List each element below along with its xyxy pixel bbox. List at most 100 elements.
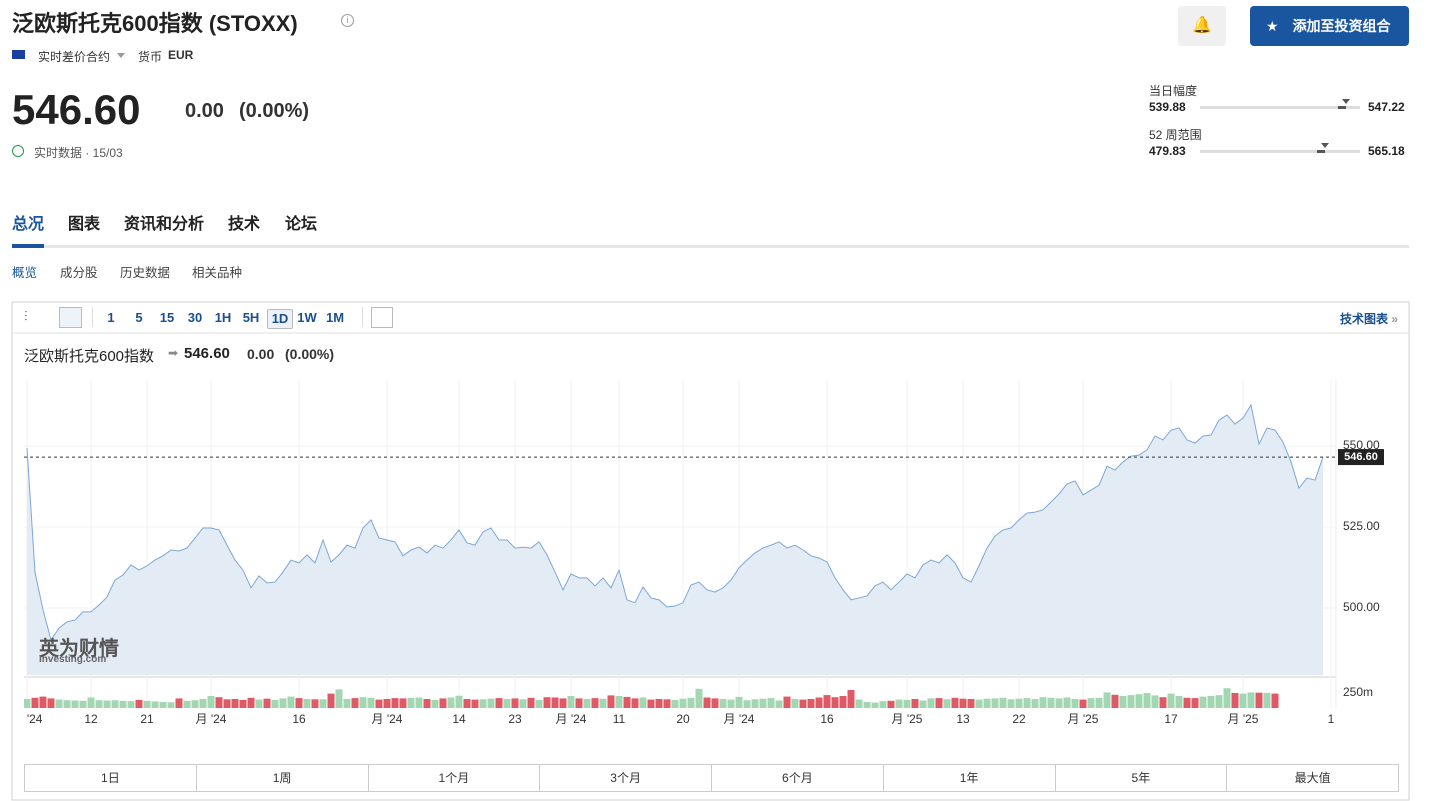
interval[interactable]: 1H — [214, 310, 232, 325]
range-segment — [1317, 150, 1326, 153]
volume-bar — [991, 698, 999, 708]
period-button[interactable]: 1个月 — [367, 765, 540, 791]
tab-active[interactable]: 总况 — [12, 216, 45, 233]
period-button[interactable]: 1年 — [882, 765, 1055, 791]
interval[interactable]: 5H — [242, 310, 260, 325]
volume-bar — [495, 698, 503, 708]
candle-icon[interactable]: ⫶ — [24, 308, 28, 324]
interval[interactable]: 1W — [297, 310, 317, 325]
volume-bar — [263, 698, 271, 708]
y-tick-label: 550.00 — [1343, 438, 1380, 452]
volume-bar — [239, 699, 247, 708]
interval[interactable]: 15 — [159, 310, 175, 325]
tab[interactable]: 图表 — [68, 216, 101, 233]
period-button[interactable]: 最大值 — [1226, 765, 1398, 791]
area-icon[interactable] — [59, 307, 82, 328]
price: 546.60 — [12, 86, 141, 133]
volume-bar — [615, 696, 623, 708]
currency: EUR — [168, 48, 194, 62]
range-low: 479.83 — [1149, 144, 1186, 158]
interval[interactable]: 5 — [135, 310, 143, 325]
volume-bar — [79, 700, 87, 708]
volume-bar — [287, 696, 295, 708]
add-portfolio-button[interactable]: ★ 添加至投资组合 — [1250, 6, 1409, 46]
volume-bar — [871, 702, 879, 708]
subtab-active[interactable]: 概览 — [12, 266, 38, 280]
alert-button[interactable]: 🔔 — [1178, 6, 1226, 46]
volume-bar — [471, 699, 479, 708]
tab[interactable]: 论坛 — [285, 216, 318, 233]
volume-bar — [1127, 695, 1135, 708]
interval[interactable]: 1M — [325, 310, 345, 325]
add-portfolio-text: 添加至投资组合 — [1292, 18, 1391, 34]
x-tick-label: 16 — [292, 712, 306, 726]
info-icon[interactable]: i — [341, 14, 354, 27]
interval[interactable]: 30 — [187, 310, 203, 325]
price-tag — [1338, 449, 1384, 466]
volume-tick-label: 250m — [1343, 685, 1373, 699]
volume-bar — [439, 698, 447, 708]
volume-bar — [527, 697, 535, 708]
period-button[interactable]: 6个月 — [711, 765, 883, 791]
volume-bar — [415, 697, 423, 708]
volume-bar — [975, 699, 983, 708]
volume-bar — [1055, 698, 1063, 708]
range-label: 当日幅度 — [1149, 84, 1198, 98]
volume-bar — [319, 699, 327, 708]
instrument-type[interactable]: 实时差价合约 — [38, 50, 111, 64]
volume-bar — [343, 699, 351, 708]
range-low: 539.88 — [1149, 100, 1186, 114]
arrow-icon: ➡ — [168, 346, 179, 360]
volume-bar — [1095, 697, 1103, 708]
interval[interactable]: 1 — [107, 310, 115, 325]
subtab[interactable]: 成分股 — [60, 266, 98, 280]
range-label: 52 周范围 — [1149, 128, 1202, 142]
volume-bar — [1007, 699, 1015, 708]
volume-bar — [143, 700, 151, 708]
range-high: 547.22 — [1368, 100, 1405, 114]
volume-bar — [463, 699, 471, 708]
watermark-cn: 英为财情 — [39, 638, 119, 660]
volume-bar — [1175, 696, 1183, 708]
period-button[interactable]: 1日 — [101, 771, 120, 785]
volume-bar — [535, 699, 543, 708]
volume-bar — [1039, 697, 1047, 708]
x-tick-label: 月 '25 — [1228, 712, 1259, 726]
volume-bar — [903, 699, 911, 708]
period-button[interactable]: 3个月 — [539, 765, 711, 791]
x-tick-label: 21 — [140, 712, 154, 726]
volume-bar — [511, 698, 519, 708]
volume-bar — [839, 696, 847, 708]
volume-bar — [695, 688, 703, 708]
volume-bar — [447, 697, 455, 708]
volume-bar — [559, 698, 567, 708]
volume-bar — [735, 696, 743, 708]
period-button[interactable]: 1周 — [195, 765, 368, 791]
volume-bar — [375, 699, 383, 708]
volume-bar — [431, 699, 439, 708]
volume-bar — [215, 697, 223, 708]
period-button[interactable]: 5年 — [1054, 765, 1227, 791]
x-tick-label: 月 '24 — [724, 712, 755, 726]
tech-chart-text: 技术图表 — [1340, 312, 1389, 326]
subtab[interactable]: 相关品种 — [192, 266, 243, 280]
tab[interactable]: 技术 — [228, 216, 261, 233]
tab-rule — [12, 245, 1409, 248]
tech-chart-link[interactable]: 技术图表 » — [1340, 310, 1398, 327]
volume-bar — [1255, 692, 1263, 708]
table-icon[interactable] — [371, 307, 393, 328]
caret — [117, 53, 125, 58]
volume-bar — [999, 697, 1007, 708]
volume-bar — [791, 699, 799, 708]
volume-bar — [575, 698, 583, 708]
volume-bar — [863, 702, 871, 708]
x-tick-label: 13 — [956, 712, 970, 726]
tab[interactable]: 资讯和分析 — [124, 216, 205, 233]
x-tick-label: 22 — [1012, 712, 1026, 726]
volume-bar — [87, 697, 95, 708]
volume-bar — [927, 698, 935, 708]
area — [27, 404, 1323, 675]
subtab[interactable]: 历史数据 — [120, 266, 171, 280]
range-high: 565.18 — [1368, 144, 1405, 158]
interval-active[interactable]: 1D — [267, 309, 293, 329]
